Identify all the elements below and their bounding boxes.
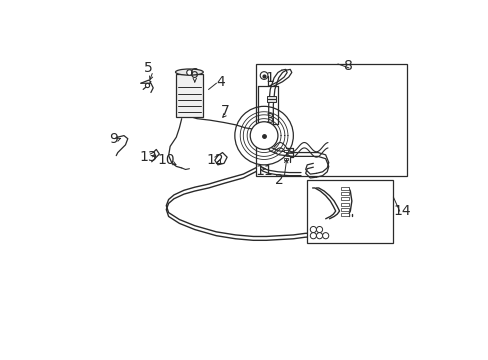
Bar — [341, 187, 348, 190]
Circle shape — [316, 233, 322, 239]
Text: 6: 6 — [190, 67, 199, 81]
Bar — [175, 75, 203, 117]
Circle shape — [316, 226, 322, 233]
Circle shape — [250, 122, 277, 149]
Bar — [266, 96, 276, 99]
Text: 1: 1 — [265, 71, 274, 85]
Text: 3: 3 — [265, 112, 274, 126]
Bar — [306, 180, 393, 243]
Bar — [256, 64, 406, 176]
Bar — [283, 150, 287, 152]
Circle shape — [260, 72, 267, 80]
Ellipse shape — [175, 69, 203, 75]
Text: 11: 11 — [255, 164, 272, 178]
Bar — [283, 158, 287, 160]
Bar — [266, 99, 276, 102]
Bar — [341, 208, 348, 211]
Bar — [341, 192, 348, 195]
Bar — [341, 197, 348, 201]
Text: 9: 9 — [108, 132, 118, 147]
Text: 8: 8 — [344, 59, 352, 73]
Text: 10: 10 — [157, 153, 175, 167]
Text: 7: 7 — [221, 104, 229, 118]
Text: 4: 4 — [215, 75, 224, 89]
Circle shape — [310, 226, 316, 233]
Circle shape — [310, 233, 316, 239]
Bar — [341, 203, 348, 206]
Bar — [341, 213, 348, 216]
Text: 2: 2 — [275, 173, 283, 187]
Circle shape — [322, 233, 328, 239]
Text: 13: 13 — [140, 150, 157, 164]
Text: 14: 14 — [393, 204, 411, 218]
Text: 5: 5 — [144, 61, 153, 75]
Text: 12: 12 — [205, 153, 223, 167]
